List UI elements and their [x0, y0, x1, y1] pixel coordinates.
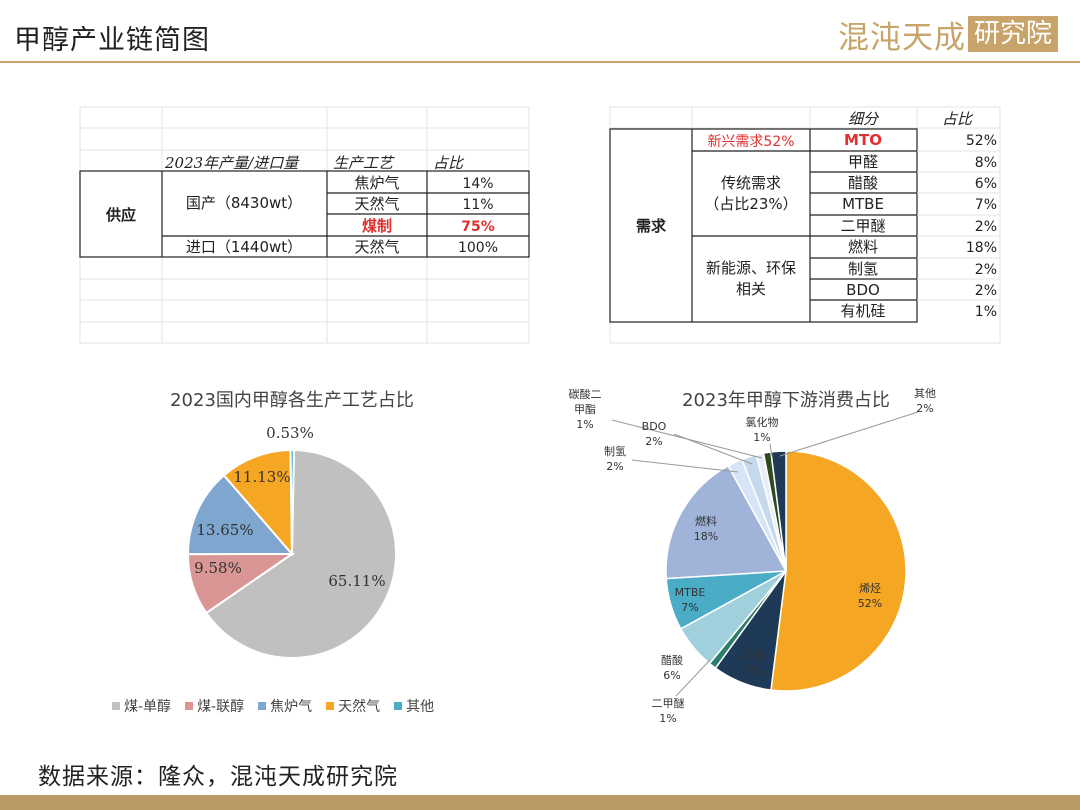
demand-share-2: 8%	[975, 155, 997, 171]
data-source-note: 数据来源：隆众，混沌天成研究院	[38, 764, 398, 790]
supply-header-process: 生产工艺	[333, 154, 395, 172]
pie1-slice-5	[289, 449, 295, 555]
supply-share-3: 75%	[461, 219, 495, 235]
demand-group-emerging: 新兴需求52%	[707, 134, 794, 150]
pie2-label-6: 燃料 18%	[694, 514, 718, 543]
domestic-label: 国产（8430wt）	[186, 194, 302, 212]
demand-sheet-grid	[609, 106, 1001, 344]
pie2-slice-6	[665, 464, 788, 580]
supply-share-2: 11%	[462, 197, 493, 213]
pie2-slice-1	[770, 450, 907, 692]
legend-swatch	[185, 702, 194, 710]
pie2-label-8: BDO 2%	[642, 420, 667, 448]
demand-row-label: 需求	[636, 217, 667, 235]
supply-row-label: 供应	[105, 206, 136, 224]
pie1-label-1: 65.11%	[328, 572, 385, 590]
demand-item-7: 制氢	[848, 260, 878, 278]
legend-label: 天然气	[338, 699, 381, 715]
pie2-slices: 烯烃 52% 甲醛 8% 二甲醚 1% 醋酸 6% MTBE 7% 燃料 18% 制氢 2% BDO 2% 碳酸…	[569, 387, 937, 725]
pie1-legend-item: 煤-联醇	[185, 696, 244, 716]
demand-share-9: 1%	[975, 304, 997, 320]
legend-swatch	[258, 702, 267, 710]
demand-group-newenergy: 新能源、环保相关	[706, 259, 796, 298]
demand-share-3: 6%	[975, 176, 997, 192]
legend-swatch	[394, 702, 403, 710]
pie2-label-11: 其他 2%	[914, 387, 936, 415]
pie1-label-4: 11.13%	[233, 468, 290, 486]
pie2-label-4: 醋酸 6%	[661, 653, 683, 682]
demand-item-1: MTO	[844, 131, 882, 149]
legend-label: 其他	[406, 699, 435, 715]
demand-share-5: 2%	[975, 219, 997, 235]
demand-share-1: 52%	[966, 133, 997, 149]
supply-process-2: 天然气	[354, 195, 399, 213]
demand-item-9: 有机硅	[840, 302, 885, 320]
supply-share-4: 100%	[458, 240, 498, 256]
brand-main-text: 混沌天成	[837, 19, 966, 56]
supply-process-3: 煤制	[362, 217, 392, 235]
demand-group-traditional: 传统需求（占比23%）	[704, 174, 797, 213]
charts-canvas: 2023国内甲醇各生产工艺占比 2023年甲醇下游消费占比 65.11% 9.58…	[170, 387, 937, 725]
pie1-slice-1	[204, 448, 397, 659]
demand-item-2: 甲醛	[848, 153, 878, 171]
demand-item-5: 二甲醚	[840, 217, 885, 235]
demand-item-6: 燃料	[848, 238, 878, 256]
pie1-slices: 65.11% 9.58% 13.65% 11.13% 0.53%	[186, 424, 397, 659]
brand-logo: 混沌天成 研究院	[837, 14, 1058, 56]
supply-share-1: 14%	[462, 176, 493, 192]
pie2-label-3: 二甲醚 1%	[652, 696, 685, 725]
legend-swatch	[112, 702, 120, 710]
page-title: 甲醇产业链简图	[14, 25, 210, 56]
pie1-legend: 煤-单醇 煤-联醇 焦炉气 天然气 其他	[112, 696, 434, 716]
brand-box-text: 研究院	[967, 16, 1058, 52]
pie2-label-10: 氯化物 1%	[746, 415, 779, 444]
pie1-label-2: 9.58%	[194, 559, 242, 577]
pie1-legend-item: 煤-单醇	[112, 696, 171, 716]
pie1-slice-3	[186, 473, 295, 556]
footer-bar	[0, 795, 1080, 810]
legend-label: 焦炉气	[270, 699, 313, 715]
legend-label: 煤-单醇	[124, 699, 172, 715]
pie1-legend-item: 天然气	[326, 696, 380, 716]
supply-process-1: 焦炉气	[354, 174, 399, 192]
demand-item-3: 醋酸	[848, 174, 878, 192]
pie1-label-5: 0.53%	[266, 424, 314, 442]
demand-item-4: MTBE	[842, 195, 884, 213]
pie1-slice-4	[222, 448, 294, 557]
pie2-label-7: 制氢 2%	[604, 444, 626, 473]
legend-swatch	[326, 702, 335, 710]
pie1-legend-item: 其他	[394, 696, 434, 716]
pie2-leader-3	[675, 659, 711, 697]
demand-share-7: 2%	[975, 262, 997, 278]
pie2-leader-11	[779, 411, 919, 457]
pie2-label-2: 甲醛 8%	[742, 648, 764, 677]
demand-share-8: 2%	[975, 283, 997, 299]
pie2-label-9: 碳酸二甲酯 1%	[569, 387, 602, 431]
pie1-legend-item: 焦炉气	[258, 696, 312, 716]
supply-process-4: 天然气	[354, 238, 399, 256]
pie1-title-main: 2023国内甲醇各生产工艺占比	[170, 390, 414, 411]
supply-header-output: 2023年产量/进口量	[164, 154, 300, 172]
pie2-leader-10	[769, 443, 773, 457]
supply-header-share: 占比	[433, 154, 465, 172]
pie2-title: 2023年甲醇下游消费占比	[682, 390, 890, 411]
pie1-label-3: 13.65%	[196, 521, 253, 539]
header-divider	[0, 61, 1080, 63]
demand-item-8: BDO	[846, 281, 880, 299]
demand-header-segment: 细分	[848, 110, 880, 128]
pie2-leader-9	[611, 419, 763, 459]
import-label: 进口（1440wt）	[186, 238, 302, 256]
pie2-label-5: MTBE 7%	[675, 586, 706, 614]
demand-share-4: 7%	[975, 197, 997, 213]
legend-label: 煤-联醇	[197, 699, 245, 715]
demand-header-share: 占比	[942, 110, 974, 128]
demand-share-6: 18%	[966, 240, 997, 256]
pie2-label-1: 烯烃 52%	[858, 582, 882, 610]
supply-table: 2023年产量/进口量 生产工艺 占比 供应 国产（8430wt） 进口（144…	[79, 106, 1001, 344]
pie2-leader-7	[631, 459, 739, 473]
